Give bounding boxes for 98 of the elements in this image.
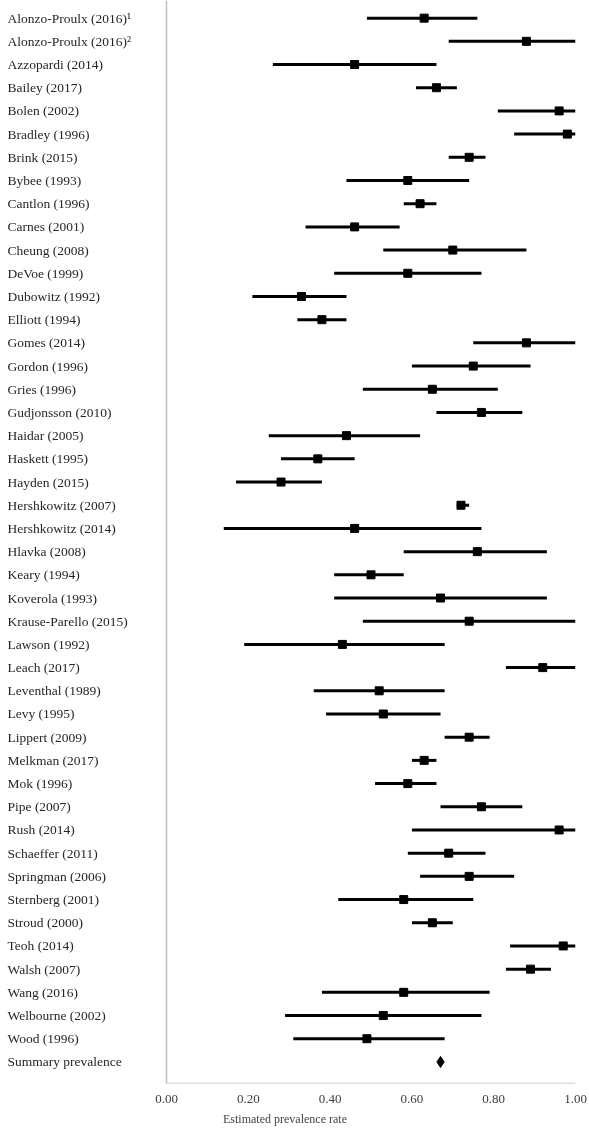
y-tick-label: Levy (1995) bbox=[7, 706, 75, 722]
y-tick-label: Gordon (1996) bbox=[7, 358, 89, 374]
y-tick-label: Bolen (2002) bbox=[7, 103, 80, 119]
y-tick-label: Lippert (2009) bbox=[7, 729, 87, 745]
point bbox=[456, 500, 466, 510]
point bbox=[558, 941, 568, 951]
y-tick-label: Keary (1994) bbox=[7, 567, 80, 583]
y-tick-label: Cheung (2008) bbox=[7, 242, 89, 258]
y-tick-label: Alonzo-Proulx (2016)² bbox=[7, 33, 132, 49]
y-tick-label: DeVoe (1999) bbox=[7, 265, 84, 281]
point bbox=[464, 871, 474, 881]
y-tick-label: Bailey (2017) bbox=[7, 80, 83, 96]
point bbox=[448, 245, 458, 255]
y-tick-label: Dubowitz (1992) bbox=[7, 288, 101, 304]
x-tick-label: 0.00 bbox=[155, 1090, 178, 1106]
point bbox=[403, 779, 413, 789]
point bbox=[468, 361, 478, 371]
point bbox=[521, 338, 531, 348]
point bbox=[419, 755, 429, 765]
point bbox=[276, 477, 286, 487]
point bbox=[554, 825, 564, 835]
y-tick-label: Bybee (1993) bbox=[7, 173, 82, 188]
point bbox=[431, 83, 441, 93]
y-tick-label: Hershkowitz (2007) bbox=[7, 497, 116, 513]
y-tick-label: Elliott (1994) bbox=[7, 312, 81, 328]
y-tick-label: Leventhal (1989) bbox=[7, 683, 101, 699]
point bbox=[427, 384, 437, 394]
y-tick-label: Wood (1996) bbox=[7, 1031, 79, 1047]
point bbox=[350, 222, 360, 232]
point bbox=[378, 709, 388, 719]
point bbox=[464, 732, 474, 742]
y-tick-label: Lawson (1992) bbox=[7, 636, 90, 652]
x-tick-label: 0.80 bbox=[482, 1090, 506, 1106]
y-tick-label: Hlavka (2008) bbox=[7, 544, 86, 560]
y-tick-label: Springman (2006) bbox=[7, 868, 107, 884]
y-tick-label: Melkman (2017) bbox=[7, 752, 99, 768]
y-tick-label: Gudjonsson (2010) bbox=[7, 404, 112, 420]
point bbox=[538, 663, 548, 673]
point bbox=[337, 639, 347, 649]
point bbox=[403, 268, 413, 278]
y-tick-label: Carnes (2001) bbox=[7, 219, 85, 235]
point bbox=[362, 1034, 372, 1044]
point bbox=[317, 315, 327, 325]
point bbox=[464, 616, 474, 626]
y-tick-label: Rush (2014) bbox=[7, 822, 75, 838]
y-tick-label: Mok (1996) bbox=[7, 776, 73, 792]
y-tick-label: Alonzo-Proulx (2016)¹ bbox=[7, 10, 132, 26]
y-tick-label: Haidar (2005) bbox=[7, 428, 84, 444]
y-tick-label: Azzopardi (2014) bbox=[7, 57, 104, 73]
y-tick-label: Leach (2017) bbox=[7, 660, 80, 676]
y-tick-label: Gomes (2014) bbox=[7, 335, 86, 351]
y-tick-label: Stroud (2000) bbox=[7, 915, 83, 931]
point bbox=[464, 152, 474, 162]
y-tick-label: Hershkowitz (2014) bbox=[7, 520, 116, 536]
x-tick-label: 0.40 bbox=[318, 1090, 342, 1106]
point bbox=[419, 13, 429, 23]
y-tick-label: Summary prevalence bbox=[7, 1054, 122, 1070]
point bbox=[378, 1011, 388, 1021]
point bbox=[562, 129, 572, 139]
y-tick-label: Teoh (2014) bbox=[7, 938, 74, 954]
point bbox=[472, 547, 482, 557]
y-tick-label: Hayden (2015) bbox=[7, 474, 89, 490]
x-tick-label: 0.20 bbox=[236, 1090, 260, 1106]
y-tick-label: Gries (1996) bbox=[7, 381, 77, 397]
point bbox=[476, 407, 486, 417]
x-tick-label: 1.00 bbox=[564, 1090, 587, 1106]
point bbox=[521, 36, 531, 46]
point bbox=[427, 918, 437, 928]
point bbox=[399, 987, 409, 997]
y-tick-label: Schaeffer (2011) bbox=[7, 845, 98, 861]
y-tick-label: Haskett (1995) bbox=[7, 451, 89, 467]
y-tick-label: Cantlon (1996) bbox=[7, 196, 90, 212]
y-tick-label: Brink (2015) bbox=[7, 149, 78, 165]
point bbox=[350, 60, 360, 70]
point bbox=[350, 523, 360, 533]
x-axis-title: Estimated prevalence rate bbox=[223, 1111, 347, 1126]
y-tick-label: Bradley (1996) bbox=[7, 126, 90, 142]
point bbox=[436, 593, 446, 603]
point bbox=[476, 802, 486, 812]
point bbox=[341, 431, 351, 441]
point bbox=[313, 454, 323, 464]
y-tick-label: Wang (2016) bbox=[7, 984, 79, 1000]
point bbox=[526, 964, 536, 974]
point bbox=[554, 106, 564, 116]
y-tick-label: Welbourne (2002) bbox=[7, 1008, 106, 1024]
point bbox=[296, 291, 306, 301]
y-tick-label: Pipe (2007) bbox=[7, 799, 71, 815]
y-tick-label: Sternberg (2001) bbox=[7, 892, 100, 908]
point bbox=[415, 199, 425, 209]
y-tick-label: Krause-Parello (2015) bbox=[7, 613, 128, 629]
x-tick-label: 0.60 bbox=[400, 1090, 424, 1106]
point bbox=[403, 176, 413, 185]
point bbox=[374, 686, 384, 696]
y-tick-label: Walsh (2007) bbox=[7, 961, 81, 977]
point bbox=[399, 895, 409, 905]
point bbox=[366, 570, 376, 580]
point bbox=[444, 848, 454, 858]
y-tick-label: Koverola (1993) bbox=[7, 590, 98, 606]
